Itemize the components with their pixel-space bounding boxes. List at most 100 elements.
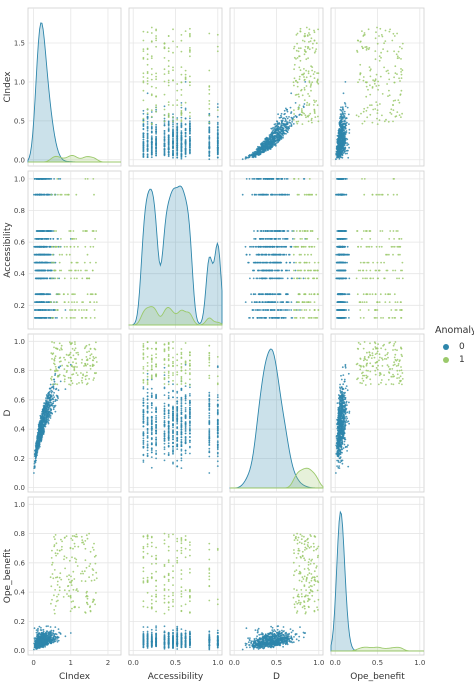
point-anomaly-0: [273, 269, 276, 272]
point-anomaly-1: [399, 80, 401, 82]
point-anomaly-0: [150, 148, 153, 151]
point-anomaly-0: [150, 147, 153, 150]
point-anomaly-1: [172, 116, 174, 119]
point-anomaly-1: [155, 87, 158, 89]
point-anomaly-0: [59, 178, 62, 180]
point-anomaly-0: [142, 142, 145, 145]
point-anomaly-0: [338, 151, 340, 154]
point-anomaly-0: [49, 293, 52, 296]
point-anomaly-1: [56, 178, 59, 180]
point-anomaly-0: [291, 317, 294, 319]
point-anomaly-0: [180, 130, 183, 132]
point-anomaly-1: [155, 37, 158, 40]
point-anomaly-0: [189, 137, 191, 140]
point-anomaly-1: [382, 48, 384, 50]
point-anomaly-0: [255, 153, 258, 156]
point-anomaly-0: [291, 121, 293, 123]
point-anomaly-0: [292, 238, 294, 240]
point-anomaly-1: [374, 50, 377, 52]
point-anomaly-1: [142, 89, 145, 92]
point-anomaly-1: [301, 73, 304, 76]
point-anomaly-1: [146, 58, 149, 61]
point-anomaly-1: [56, 245, 58, 248]
point-anomaly-1: [299, 59, 302, 62]
point-anomaly-0: [286, 277, 289, 280]
point-anomaly-0: [302, 178, 305, 180]
point-anomaly-0: [253, 178, 256, 180]
point-anomaly-1: [208, 32, 211, 35]
point-anomaly-0: [279, 136, 282, 138]
point-anomaly-1: [150, 55, 153, 58]
point-anomaly-1: [313, 51, 316, 54]
point-anomaly-0: [172, 149, 174, 152]
point-anomaly-0: [216, 156, 219, 159]
point-anomaly-0: [348, 146, 350, 149]
point-anomaly-1: [303, 35, 306, 38]
point-anomaly-1: [298, 104, 301, 106]
point-anomaly-0: [208, 152, 211, 155]
point-anomaly-1: [303, 309, 306, 311]
point-anomaly-0: [267, 309, 269, 311]
point-anomaly-0: [265, 178, 268, 180]
point-anomaly-0: [176, 145, 179, 148]
point-anomaly-0: [261, 293, 264, 296]
point-anomaly-1: [295, 245, 298, 248]
point-anomaly-1: [72, 238, 74, 240]
point-anomaly-0: [163, 124, 166, 127]
panel-CIndex-vs-D: [229, 7, 324, 167]
point-anomaly-0: [268, 137, 271, 140]
point-anomaly-1: [395, 53, 398, 56]
point-anomaly-1: [167, 84, 170, 87]
point-anomaly-0: [348, 293, 351, 296]
point-anomaly-1: [307, 93, 309, 95]
point-anomaly-1: [67, 293, 69, 296]
point-anomaly-1: [142, 120, 145, 123]
y-tick-label: 1.0: [14, 78, 25, 86]
point-anomaly-0: [283, 117, 285, 119]
point-anomaly-0: [216, 151, 219, 154]
point-anomaly-1: [216, 109, 219, 111]
point-anomaly-0: [36, 301, 39, 303]
point-anomaly-1: [388, 94, 391, 97]
point-anomaly-1: [68, 269, 70, 272]
point-anomaly-1: [295, 277, 298, 280]
point-anomaly-1: [68, 230, 71, 232]
point-anomaly-0: [260, 309, 262, 311]
point-anomaly-0: [163, 151, 166, 154]
point-anomaly-0: [36, 238, 38, 240]
point-anomaly-0: [345, 277, 348, 280]
point-anomaly-0: [272, 253, 275, 256]
point-anomaly-0: [345, 150, 347, 152]
point-anomaly-1: [216, 45, 219, 48]
point-anomaly-1: [50, 301, 52, 303]
point-anomaly-1: [93, 309, 96, 311]
point-anomaly-0: [268, 269, 271, 272]
point-anomaly-1: [73, 301, 76, 303]
point-anomaly-0: [241, 158, 244, 161]
point-anomaly-1: [55, 293, 58, 296]
point-anomaly-0: [216, 121, 219, 124]
point-anomaly-1: [355, 114, 358, 117]
point-anomaly-1: [172, 104, 174, 106]
point-anomaly-1: [180, 34, 183, 36]
point-anomaly-1: [303, 72, 305, 75]
point-anomaly-1: [66, 245, 68, 248]
point-anomaly-0: [47, 238, 50, 240]
point-anomaly-0: [216, 123, 219, 126]
point-anomaly-0: [279, 128, 282, 131]
point-anomaly-1: [397, 99, 400, 101]
point-anomaly-0: [216, 115, 219, 118]
point-anomaly-0: [146, 147, 149, 150]
point-anomaly-0: [180, 125, 183, 128]
point-anomaly-0: [45, 253, 48, 256]
point-anomaly-0: [163, 134, 166, 136]
point-anomaly-0: [35, 261, 37, 264]
point-anomaly-0: [271, 132, 274, 135]
point-anomaly-1: [293, 109, 295, 111]
point-anomaly-1: [184, 73, 187, 76]
point-anomaly-0: [342, 92, 345, 95]
point-anomaly-1: [373, 82, 376, 85]
point-anomaly-0: [284, 269, 287, 272]
point-anomaly-1: [70, 277, 72, 280]
point-anomaly-1: [296, 42, 298, 45]
